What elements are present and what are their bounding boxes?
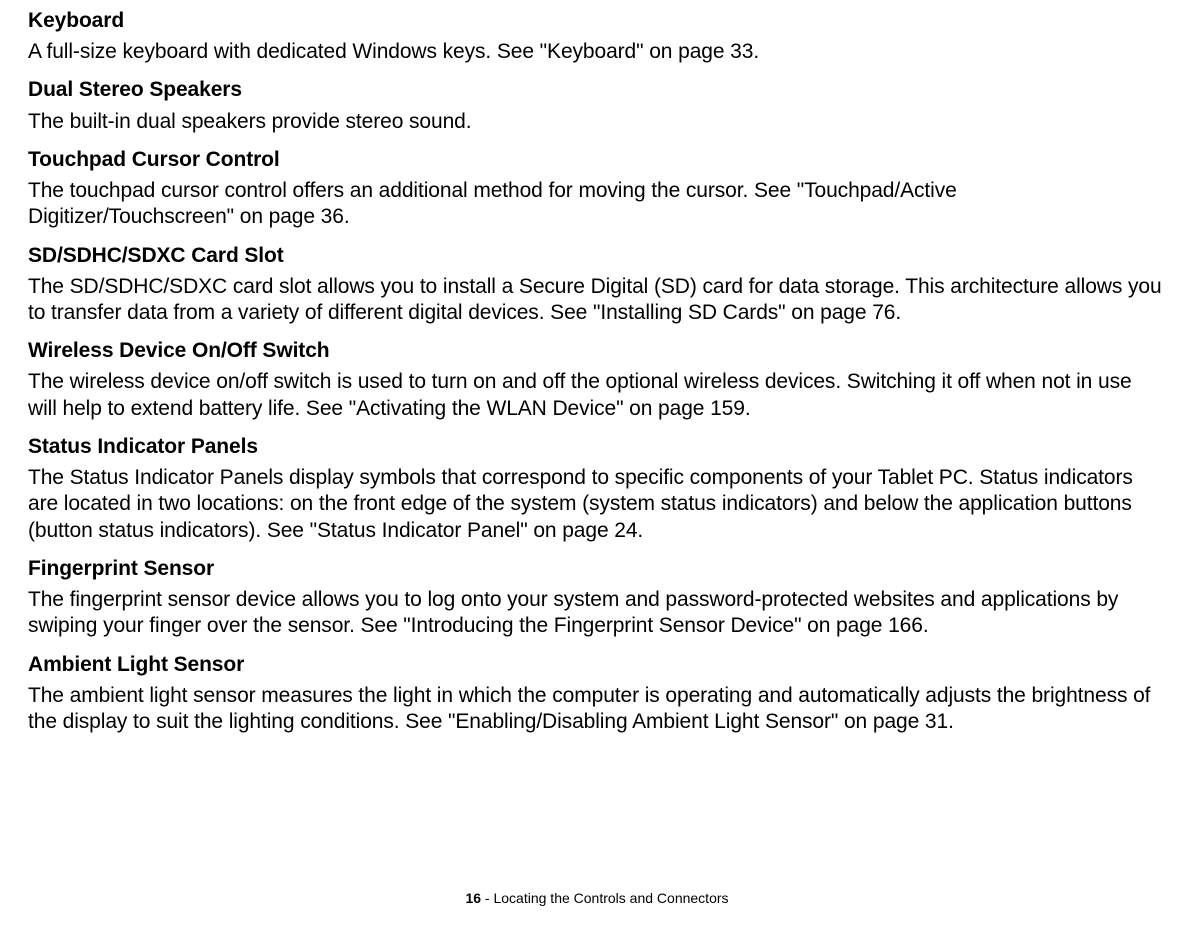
body-touchpad: The touchpad cursor control offers an ad… <box>28 178 1166 231</box>
page-footer: 16 - Locating the Controls and Connector… <box>0 890 1194 906</box>
heading-touchpad: Touchpad Cursor Control <box>28 147 1166 172</box>
body-wireless: The wireless device on/off switch is use… <box>28 369 1166 422</box>
footer-title: Locating the Controls and Connectors <box>493 890 728 906</box>
heading-ambient: Ambient Light Sensor <box>28 652 1166 677</box>
heading-fingerprint: Fingerprint Sensor <box>28 556 1166 581</box>
document-page: Keyboard A full-size keyboard with dedic… <box>0 0 1194 928</box>
heading-speakers: Dual Stereo Speakers <box>28 77 1166 102</box>
heading-sdcard: SD/SDHC/SDXC Card Slot <box>28 243 1166 268</box>
heading-wireless: Wireless Device On/Off Switch <box>28 338 1166 363</box>
heading-status: Status Indicator Panels <box>28 434 1166 459</box>
body-ambient: The ambient light sensor measures the li… <box>28 683 1166 736</box>
body-fingerprint: The fingerprint sensor device allows you… <box>28 587 1166 640</box>
body-keyboard: A full-size keyboard with dedicated Wind… <box>28 39 1166 65</box>
body-sdcard: The SD/SDHC/SDXC card slot allows you to… <box>28 274 1166 327</box>
footer-separator: - <box>481 890 493 906</box>
page-number: 16 <box>465 890 481 906</box>
body-status: The Status Indicator Panels display symb… <box>28 465 1166 544</box>
heading-keyboard: Keyboard <box>28 8 1166 33</box>
body-speakers: The built-in dual speakers provide stere… <box>28 109 1166 135</box>
